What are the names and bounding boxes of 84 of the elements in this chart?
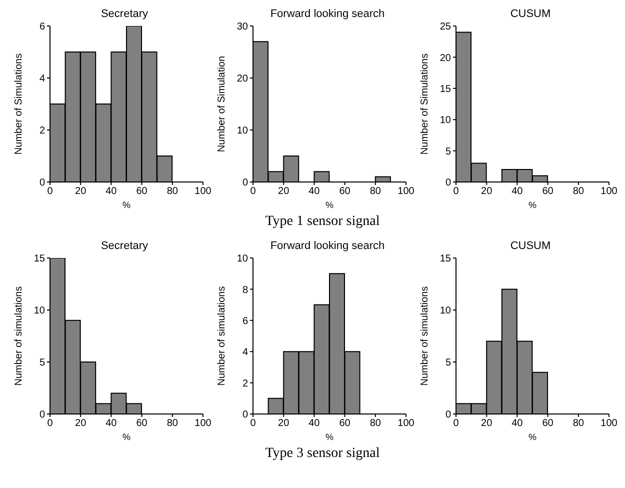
chart-title: Forward looking search [269,8,386,22]
x-tick-label: 60 [136,418,148,430]
x-tick-label: 20 [278,418,290,430]
x-tick-label: 60 [542,186,554,198]
y-tick-label: 0 [242,410,248,421]
x-axis-title: % [325,200,334,210]
x-tick-label: 0 [47,186,54,198]
y-tick-label: 10 [440,115,452,126]
x-tick-label: 80 [370,186,382,198]
x-tick-label: 80 [572,186,584,198]
chart-title: CUSUM [509,8,552,22]
y-tick-label: 10 [34,306,46,317]
y-tick-label: 15 [34,254,46,265]
y-tick-label: 5 [445,146,452,158]
y-tick-label: 6 [39,22,46,33]
y-tick-label: 15 [440,254,452,265]
y-axis-title: Number of simulations [14,286,25,386]
x-tick-label: 100 [194,418,212,430]
x-tick-label: 60 [339,418,351,430]
x-tick-label: 0 [250,186,256,198]
y-tick-label: 30 [236,22,248,33]
x-tick-label: 100 [398,418,415,430]
x-tick-label: 40 [106,186,118,198]
x-tick-label: 40 [308,418,320,430]
x-tick-label: 60 [542,418,554,430]
y-tick-label: 20 [236,74,248,85]
y-tick-label: 15 [440,84,452,95]
x-tick-label: 40 [512,186,524,198]
x-tick-label: 40 [512,418,524,430]
y-tick-label: 4 [39,74,46,85]
x-axis-title: % [122,432,131,442]
x-tick-label: 0 [47,418,54,430]
x-tick-label: 20 [75,186,87,198]
x-tick-label: 40 [106,418,118,430]
x-tick-label: 80 [370,418,382,430]
x-tick-label: 100 [398,186,415,198]
x-tick-label: 100 [194,186,212,198]
x-tick-label: 20 [481,418,493,430]
y-tick-label: 10 [236,254,248,265]
y-axis-title: Number of simulations [216,286,228,386]
chart-title: Secretary [100,8,150,22]
y-tick-label: 10 [440,306,452,317]
y-tick-label: 2 [242,378,248,390]
x-tick-label: 0 [453,186,460,198]
y-tick-label: 0 [39,410,46,421]
y-tick-label: 4 [242,347,248,358]
x-tick-label: 100 [600,186,618,198]
y-axis-title: Number of Simulations [420,53,431,155]
x-axis-title: % [528,200,537,210]
chart-title: Secretary [100,240,150,254]
x-tick-label: 60 [136,186,148,198]
text: Type 3 sensor signal [265,446,380,461]
x-tick-label: 0 [250,418,256,430]
y-axis-title: Number of Simulations [14,53,25,155]
x-tick-label: 100 [600,418,618,430]
x-tick-label: 40 [308,186,320,198]
y-tick-label: 25 [440,22,452,33]
chart-title: Forward looking search [269,240,386,254]
x-tick-label: 20 [278,186,290,198]
x-tick-label: 80 [166,418,178,430]
y-tick-label: 0 [39,178,46,189]
x-tick-label: 0 [453,418,460,430]
y-tick-label: 2 [39,126,46,137]
x-axis-title: % [122,200,131,210]
x-tick-label: 20 [75,418,87,430]
y-axis-title: Number of Simulation [216,56,228,152]
x-axis-title: % [325,432,334,442]
x-tick-label: 80 [572,418,584,430]
y-axis-title: Number of simulations [420,286,431,386]
x-tick-label: 60 [339,186,351,198]
x-tick-label: 20 [481,186,493,198]
text: Type 1 sensor signal [265,214,380,229]
y-tick-label: 0 [445,410,452,421]
y-tick-label: 0 [242,178,248,189]
y-tick-label: 6 [242,316,248,327]
x-axis-title: % [528,432,537,442]
y-tick-label: 20 [440,52,452,64]
y-tick-label: 5 [39,358,46,369]
y-tick-label: 0 [445,178,452,189]
x-tick-label: 80 [166,186,178,198]
y-tick-label: 5 [445,358,452,369]
chart-title: CUSUM [509,240,552,254]
y-tick-label: 8 [242,284,248,296]
y-tick-label: 10 [236,126,248,137]
